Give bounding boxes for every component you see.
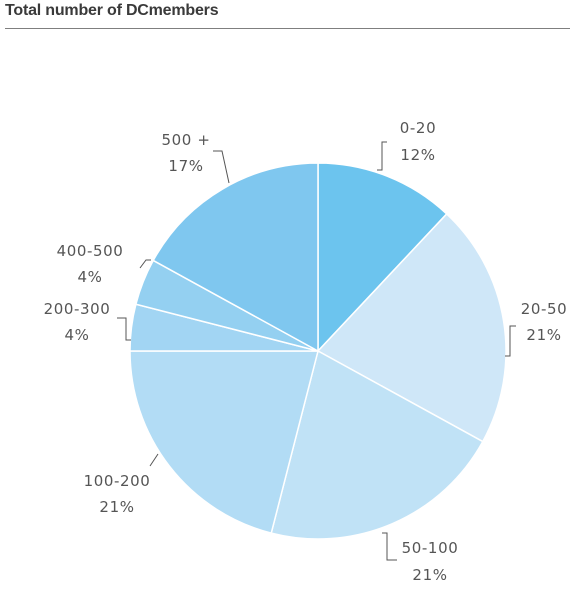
slice-labels: 0-20 12% 20-50 21% 50-100 21% 100-200 21% 200-30… — [44, 119, 568, 584]
pie-slice-50-100 — [270, 349, 484, 540]
chart-title: Total number of DCmembers — [5, 2, 219, 19]
title-divider — [5, 28, 570, 29]
slice-percent-label: 21% — [526, 326, 561, 344]
slice-category-label: 0-20 — [400, 119, 436, 137]
leader-line — [149, 453, 159, 467]
slice-category-label: 200-300 — [44, 300, 111, 318]
pie-slices — [129, 162, 507, 540]
leader-line — [213, 150, 230, 184]
leader-line — [117, 317, 131, 341]
leader-line — [139, 259, 151, 269]
leader-line — [382, 532, 397, 561]
slice-percent-label: 21% — [99, 498, 134, 516]
slice-percent-label: 4% — [78, 268, 103, 286]
slice-percent-label: 21% — [412, 566, 447, 584]
leader-line — [505, 325, 516, 357]
slice-category-label: 20-50 — [521, 300, 568, 318]
pie-slice-100-200 — [129, 350, 319, 535]
leader-line — [377, 141, 387, 171]
slice-category-label: 100-200 — [84, 472, 151, 490]
slice-category-label: 500 + — [162, 131, 211, 149]
pie-slice-0-20 — [317, 162, 448, 353]
pie-slice-20-50 — [316, 212, 507, 443]
pie-slice-500 — [152, 162, 319, 353]
slice-category-label: 50-100 — [402, 539, 459, 557]
slice-percent-label: 12% — [400, 146, 435, 164]
slice-percent-label: 4% — [65, 326, 90, 344]
slice-percent-label: 17% — [168, 157, 203, 175]
leader-lines — [117, 141, 516, 561]
slice-category-label: 400-500 — [57, 242, 124, 260]
